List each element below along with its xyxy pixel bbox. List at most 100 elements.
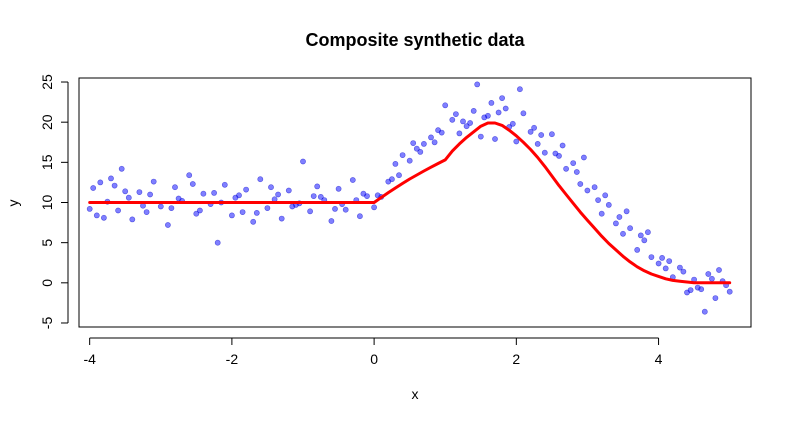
- data-point: [602, 192, 609, 199]
- data-point: [623, 208, 630, 215]
- data-point: [164, 222, 171, 228]
- data-point: [300, 158, 306, 165]
- data-point: [428, 134, 434, 141]
- data-point: [420, 140, 427, 147]
- data-point: [520, 110, 527, 117]
- data-point: [662, 265, 669, 272]
- data-point: [442, 102, 449, 109]
- data-point: [499, 95, 505, 101]
- data-point: [538, 132, 545, 138]
- data-point: [143, 209, 150, 215]
- data-point: [243, 186, 249, 193]
- data-point: [598, 210, 605, 217]
- data-point: [317, 193, 324, 200]
- data-point: [332, 205, 338, 212]
- data-point: [342, 206, 349, 213]
- data-point: [716, 267, 722, 273]
- data-point: [310, 193, 317, 199]
- data-point: [726, 288, 733, 295]
- data-point: [492, 136, 498, 142]
- data-point: [275, 191, 281, 198]
- y-tick-label: 5: [39, 239, 55, 247]
- data-point: [108, 175, 114, 182]
- data-point: [477, 133, 484, 140]
- x-tick-label: -4: [83, 351, 96, 367]
- y-tick-label: 25: [39, 74, 55, 90]
- y-axis: -5 0 5 10 15 20 25: [39, 74, 69, 329]
- data-point: [616, 214, 623, 220]
- data-point: [328, 218, 335, 224]
- data-point: [431, 139, 438, 146]
- data-point: [613, 220, 619, 227]
- plot-frame: [78, 77, 752, 328]
- x-tick-label: 4: [655, 351, 663, 367]
- data-point: [438, 129, 445, 136]
- data-point: [666, 258, 673, 264]
- data-point: [410, 140, 417, 146]
- data-point: [595, 197, 601, 203]
- data-point: [289, 203, 296, 210]
- data-point: [531, 124, 537, 131]
- data-point: [186, 172, 193, 179]
- data-points: [86, 81, 733, 315]
- data-point: [449, 116, 456, 123]
- data-point: [709, 275, 715, 282]
- data-point: [211, 189, 217, 196]
- data-point: [93, 212, 100, 219]
- data-point: [250, 218, 257, 225]
- data-point: [460, 118, 466, 125]
- data-point: [591, 184, 598, 191]
- data-point: [680, 268, 687, 275]
- data-point: [513, 138, 520, 145]
- data-point: [527, 128, 534, 135]
- data-point: [314, 183, 321, 190]
- data-point: [581, 154, 587, 161]
- data-point: [559, 142, 566, 149]
- data-point: [172, 184, 178, 191]
- data-point: [264, 205, 271, 211]
- data-point: [239, 209, 246, 215]
- data-point: [509, 120, 516, 127]
- data-point: [627, 225, 633, 232]
- data-point: [118, 165, 125, 172]
- data-point: [495, 109, 502, 116]
- data-point: [147, 191, 153, 198]
- data-point: [573, 169, 580, 175]
- data-point: [101, 214, 107, 221]
- data-point: [452, 111, 459, 117]
- data-point: [456, 130, 463, 137]
- data-point: [221, 181, 228, 188]
- data-point: [641, 237, 648, 244]
- data-point: [488, 100, 495, 106]
- data-point: [189, 181, 196, 187]
- data-point: [307, 208, 313, 215]
- data-point: [577, 181, 584, 187]
- data-point: [86, 205, 93, 212]
- data-point: [356, 213, 363, 220]
- data-point: [637, 232, 644, 239]
- data-point: [399, 152, 406, 158]
- x-tick-label: -2: [226, 351, 239, 367]
- data-point: [157, 203, 164, 210]
- data-point: [694, 284, 701, 291]
- data-point: [705, 271, 712, 277]
- data-point: [406, 157, 413, 164]
- data-point: [196, 207, 203, 214]
- data-point: [467, 120, 473, 126]
- data-point: [570, 160, 577, 166]
- data-point: [175, 195, 182, 202]
- data-point: [413, 145, 420, 152]
- data-point: [584, 187, 591, 194]
- data-point: [534, 140, 541, 147]
- data-point: [417, 148, 424, 155]
- data-point: [701, 308, 708, 315]
- data-point: [257, 176, 264, 183]
- data-point: [349, 177, 356, 183]
- data-point: [129, 216, 136, 223]
- data-point: [620, 230, 626, 237]
- data-point: [541, 149, 548, 156]
- data-point: [125, 194, 132, 201]
- data-point: [285, 187, 292, 194]
- y-tick-label: 20: [39, 114, 55, 130]
